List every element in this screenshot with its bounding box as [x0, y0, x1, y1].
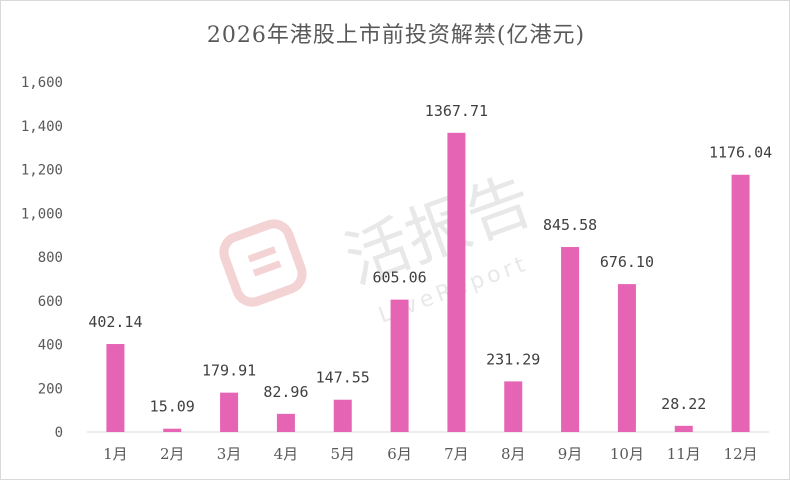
- watermark: 活报告LiveReport: [219, 164, 542, 329]
- chart-title: 2026年港股上市前投资解禁(亿港元): [206, 23, 586, 48]
- data-label: 179.91: [202, 362, 256, 380]
- bar: [731, 174, 750, 432]
- x-tick-label: 4月: [274, 445, 299, 463]
- bar: [390, 299, 409, 432]
- x-tick-label: 5月: [330, 445, 355, 463]
- data-label: 1176.04: [709, 144, 772, 162]
- bar: [561, 247, 580, 432]
- bar: [163, 428, 182, 432]
- x-tick-label: 1月: [103, 445, 128, 463]
- x-tick-label: 12月: [724, 445, 758, 463]
- data-label: 1367.71: [425, 102, 488, 120]
- data-label: 82.96: [263, 383, 308, 401]
- axes: 0 200 400 600 800 1,000 1,200 1,400 1,600: [21, 75, 769, 441]
- watermark-logo-icon: [219, 219, 307, 307]
- bars: [106, 132, 750, 433]
- y-tick-label: 1,400: [21, 119, 63, 135]
- bar: [617, 284, 636, 432]
- x-tick-label: 6月: [387, 445, 412, 463]
- y-tick-label: 200: [38, 381, 63, 397]
- y-tick-label: 1,600: [21, 75, 63, 91]
- bar: [674, 425, 693, 432]
- data-label: 147.55: [316, 369, 370, 387]
- data-label: 28.22: [661, 395, 706, 413]
- data-label: 15.09: [150, 398, 195, 416]
- x-tick-label: 2月: [160, 445, 185, 463]
- data-label: 402.14: [88, 313, 142, 331]
- data-label: 605.06: [372, 269, 426, 287]
- data-label: 231.29: [486, 350, 540, 368]
- y-tick-label: 800: [38, 250, 63, 266]
- bar: [504, 381, 523, 432]
- y-tick-label: 400: [38, 338, 63, 354]
- data-label: 845.58: [543, 216, 597, 234]
- bar: [276, 413, 295, 432]
- data-labels: 1月 402.14 2月 15.09 3月 179.91 4月 82.96 5月 147.55 6月…: [88, 102, 772, 463]
- x-tick-label: 3月: [217, 445, 242, 463]
- y-tick-label: 600: [38, 294, 63, 310]
- bar: [220, 392, 239, 432]
- y-tick-label: 1,000: [21, 206, 63, 222]
- y-tick-label: 1,200: [21, 163, 63, 179]
- x-tick-label: 11月: [667, 445, 701, 463]
- bar: [333, 399, 352, 432]
- x-tick-label: 7月: [444, 445, 469, 463]
- data-label: 676.10: [600, 253, 654, 271]
- x-tick-label: 10月: [610, 445, 644, 463]
- bar: [106, 344, 125, 432]
- x-tick-label: 8月: [501, 445, 526, 463]
- x-tick-label: 9月: [558, 445, 583, 463]
- y-tick-label: 0: [55, 425, 63, 441]
- bar: [447, 132, 466, 433]
